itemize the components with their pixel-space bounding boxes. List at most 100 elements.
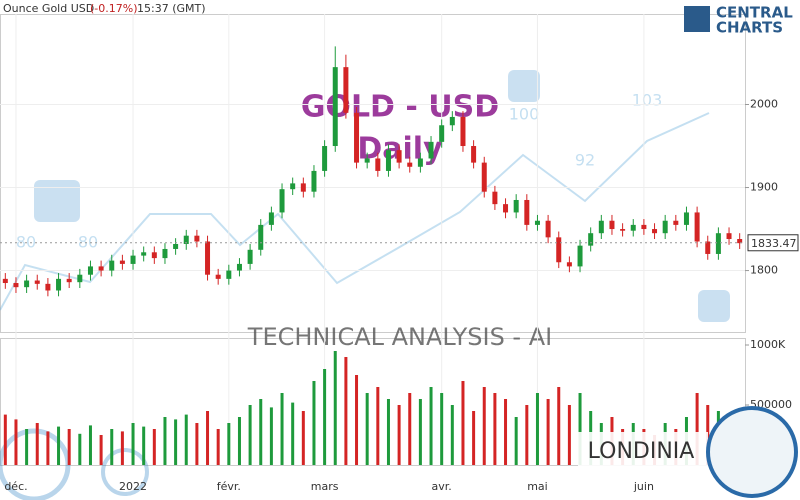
candle-body — [534, 220, 540, 225]
volume-bar — [408, 393, 412, 465]
candle-body — [130, 255, 136, 264]
price-pane — [0, 14, 746, 333]
volume-bar — [535, 393, 539, 465]
volume-bar — [163, 417, 167, 465]
last-price-label: 1833.47 — [751, 237, 797, 250]
candle-body — [279, 189, 285, 213]
candle-body — [577, 245, 583, 267]
logo-text: CHARTS — [716, 19, 783, 37]
volume-bar — [57, 426, 61, 465]
volume-bar — [14, 419, 18, 465]
candle-body — [66, 278, 72, 283]
deco-number: 103 — [632, 91, 663, 110]
volume-bar — [3, 414, 7, 465]
time: 15:37 (GMT) — [137, 2, 206, 15]
volume-bar — [365, 393, 369, 465]
y-tick-label: 1900 — [750, 181, 778, 194]
deco-icon — [698, 290, 730, 322]
candle-body — [45, 283, 51, 291]
volume-bar — [461, 381, 465, 465]
candle-body — [56, 278, 62, 291]
candle-body — [598, 220, 604, 234]
candle-body — [151, 252, 157, 259]
candle-body — [481, 162, 487, 192]
candle-body — [439, 125, 445, 142]
volume-bar — [216, 429, 220, 465]
volume-bar — [269, 407, 273, 465]
volume-bar — [280, 393, 284, 465]
logo-icon — [684, 6, 710, 32]
deco-number: 92 — [575, 151, 595, 170]
candle-body — [417, 158, 423, 167]
x-tick-label: févr. — [217, 480, 241, 493]
candle-body — [471, 146, 477, 163]
volume-bar — [546, 399, 550, 465]
volume-bar — [567, 405, 571, 465]
candle-body — [354, 112, 360, 163]
y-tick-label: 1000K — [750, 338, 786, 351]
candle-body — [141, 252, 147, 256]
volume-bar — [386, 399, 390, 465]
x-tick-label: 2022 — [119, 480, 147, 493]
volume-bar — [418, 399, 422, 465]
volume-bar — [184, 414, 188, 465]
candle-body — [726, 233, 732, 240]
candle-body — [13, 283, 19, 288]
candle-body — [503, 204, 509, 213]
volume-bar — [397, 405, 401, 465]
volume-bar — [578, 393, 582, 465]
brand-avatar — [706, 406, 798, 498]
x-tick-label: avr. — [432, 480, 452, 493]
deco-number: 100 — [509, 105, 540, 124]
volume-bar — [291, 402, 295, 465]
candle-body — [652, 229, 658, 234]
candle-body — [300, 183, 306, 192]
candle-body — [290, 183, 296, 190]
candle-body — [77, 274, 83, 283]
volume-bar — [152, 429, 156, 465]
deco-icon — [508, 70, 540, 102]
candle-body — [87, 266, 93, 275]
candle-body — [258, 224, 264, 250]
candle-body — [332, 67, 338, 147]
candle-body — [694, 212, 700, 242]
volume-bar — [259, 399, 263, 465]
candle-body — [226, 270, 232, 279]
candle-body — [236, 263, 242, 271]
candle-body — [343, 67, 349, 113]
candle-body — [641, 224, 647, 230]
volume-bar — [472, 411, 476, 465]
volume-bar — [333, 351, 337, 465]
volume-bar — [78, 433, 82, 465]
volume-bar — [131, 423, 135, 465]
candle-body — [322, 146, 328, 171]
candle-body — [566, 262, 572, 267]
x-tick-label: mars — [311, 480, 339, 493]
candle-body — [428, 141, 434, 159]
volume-bar — [493, 393, 497, 465]
candle-body — [173, 243, 179, 249]
candle-body — [715, 233, 721, 254]
candle-body — [588, 233, 594, 246]
candle-body — [183, 235, 189, 244]
candle-body — [396, 150, 402, 163]
candle-body — [247, 249, 253, 264]
last-price-tag — [747, 234, 799, 252]
logo-text: CENTRAL — [716, 4, 793, 22]
x-tick-label: déc. — [4, 480, 27, 493]
volume-bar — [355, 375, 359, 465]
candle-body — [385, 150, 391, 171]
volume-bar — [46, 431, 50, 465]
candle-body — [513, 199, 519, 213]
volume-bar — [120, 431, 124, 465]
volume-bar — [525, 405, 529, 465]
volume-bar — [344, 357, 348, 465]
candle-body — [311, 170, 317, 192]
volume-bar — [227, 423, 231, 465]
volume-bar — [450, 405, 454, 465]
candle-body — [620, 229, 626, 231]
instrument: Ounce Gold USD — [3, 2, 94, 15]
deco-number: 80 — [16, 233, 36, 252]
watermark-title: GOLD - USD — [301, 90, 499, 125]
candle-body — [673, 220, 679, 225]
